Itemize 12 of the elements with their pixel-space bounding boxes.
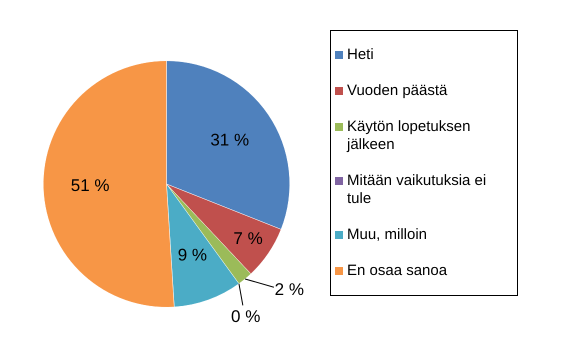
text: 0 % — [231, 306, 260, 326]
data-label: 7 % — [233, 229, 263, 248]
legend-label: Vuoden päästä — [347, 82, 448, 100]
data-label: 51 % — [70, 176, 110, 196]
data-label: 2 % — [274, 280, 304, 300]
data-label: 31 % — [210, 130, 250, 150]
legend-label: Käytön lopetuksen jälkeen — [347, 118, 472, 154]
legend-label: En osaa sanoa — [347, 262, 448, 280]
legend-label: Muu, milloin — [347, 226, 428, 244]
legend-label: Mitään vaikutuksia ei tule — [347, 172, 488, 208]
data-label: 9 % — [178, 246, 208, 265]
legend-label: Heti — [347, 46, 374, 64]
